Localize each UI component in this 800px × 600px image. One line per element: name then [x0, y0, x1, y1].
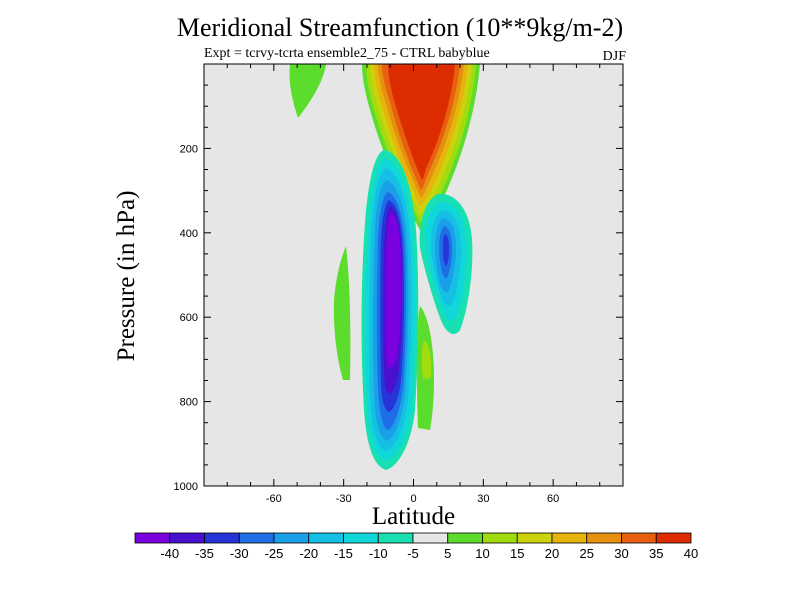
colorbar-swatch — [447, 532, 483, 544]
y-tick-label: 600 — [180, 312, 198, 324]
y-tick-label: 200 — [180, 143, 198, 155]
colorbar-swatch — [308, 532, 344, 544]
contour-sec-30 — [443, 234, 449, 266]
colorbar-label: -15 — [334, 546, 353, 561]
contour-upper-35 — [388, 64, 455, 180]
colorbar-label: 25 — [580, 546, 594, 561]
x-tick-label: 30 — [477, 493, 489, 505]
colorbar-label: 20 — [545, 546, 559, 561]
colorbar-swatch — [412, 532, 449, 544]
colorbar-label: -35 — [195, 546, 214, 561]
colorbar-labels: -40 -35 -30 -25 -20 -15 -10 -5 5 10 15 20 25 30 35 40 — [160, 546, 698, 561]
colorbar-label: -25 — [265, 546, 284, 561]
colorbar-label: 5 — [444, 546, 451, 561]
colorbar-swatch — [655, 532, 692, 544]
colorbar-swatch — [204, 532, 240, 544]
contour-fill-layer — [289, 64, 480, 470]
colorbar-swatch — [586, 532, 622, 544]
y-tick-labels: 200 400 600 800 1000 — [174, 143, 198, 493]
colorbar-label: -10 — [369, 546, 388, 561]
colorbar-label: -30 — [230, 546, 249, 561]
colorbar-swatch — [482, 532, 518, 544]
season-label: DJF — [602, 49, 626, 64]
colorbar-label: -40 — [160, 546, 179, 561]
contour-upper-left-patch — [289, 64, 326, 118]
x-tick-label: -60 — [266, 493, 282, 505]
chart-subtitle: Expt = tcrvy-tcrta ensemble2_75 - CTRL b… — [204, 46, 490, 61]
colorbar-swatch — [516, 532, 553, 544]
colorbar — [134, 532, 692, 544]
axis-ticks — [204, 64, 623, 486]
contour-left-patch — [333, 246, 351, 380]
colorbar-swatch — [238, 532, 275, 544]
colorbar-swatch — [621, 532, 657, 544]
x-tick-label: 60 — [547, 493, 559, 505]
y-tick-label: 1000 — [174, 481, 198, 493]
contour-main-40 — [385, 212, 402, 368]
colorbar-label: 15 — [510, 546, 524, 561]
colorbar-swatch — [377, 532, 414, 544]
colorbar-label: -5 — [407, 546, 419, 561]
colorbar-label: 40 — [684, 546, 698, 561]
chart-title: Meridional Streamfunction (10**9kg/m-2) — [176, 13, 624, 42]
x-tick-label: 0 — [410, 493, 416, 505]
y-tick-label: 400 — [180, 228, 198, 240]
x-tick-labels: -60 -30 0 30 60 — [266, 493, 559, 505]
x-axis-label: Latitude — [371, 503, 456, 530]
contour-low-10 — [421, 340, 432, 380]
colorbar-label: 30 — [614, 546, 628, 561]
colorbar-label: 10 — [475, 546, 489, 561]
colorbar-swatch — [169, 532, 205, 544]
colorbar-swatch — [273, 532, 310, 544]
colorbar-swatch — [551, 532, 588, 544]
colorbar-swatch — [134, 532, 171, 544]
x-tick-label: -30 — [336, 493, 352, 505]
colorbar-label: 35 — [649, 546, 663, 561]
colorbar-label: -20 — [299, 546, 318, 561]
y-tick-label: 800 — [180, 397, 198, 409]
colorbar-swatch — [343, 532, 379, 544]
